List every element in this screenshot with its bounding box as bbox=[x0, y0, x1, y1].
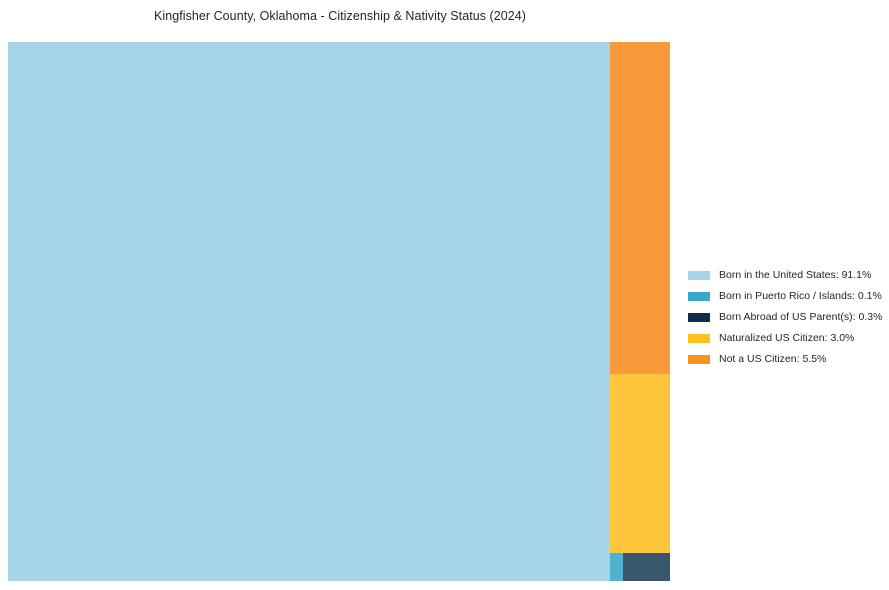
treemap-tile[interactable] bbox=[623, 553, 670, 581]
legend-item-label: Born in Puerto Rico / Islands: 0.1% bbox=[719, 290, 882, 303]
treemap-tile[interactable] bbox=[610, 42, 670, 374]
chart-title: Kingfisher County, Oklahoma - Citizenshi… bbox=[154, 9, 526, 23]
legend-item[interactable]: Born in the United States: 91.1% bbox=[688, 265, 883, 286]
legend-color-swatch bbox=[688, 271, 710, 280]
legend-item[interactable]: Naturalized US Citizen: 3.0% bbox=[688, 328, 883, 349]
chart-legend: Born in the United States: 91.1% Born in … bbox=[688, 265, 883, 370]
legend-color-swatch bbox=[688, 355, 710, 364]
legend-color-swatch bbox=[688, 313, 710, 322]
treemap-tile[interactable] bbox=[610, 374, 670, 553]
legend-color-swatch bbox=[688, 292, 710, 301]
legend-color-swatch bbox=[688, 334, 710, 343]
legend-item-label: Naturalized US Citizen: 3.0% bbox=[719, 332, 855, 345]
treemap-tile[interactable] bbox=[610, 553, 623, 581]
legend-item[interactable]: Born Abroad of US Parent(s): 0.3% bbox=[688, 307, 883, 328]
legend-item[interactable]: Not a US Citizen: 5.5% bbox=[688, 349, 883, 370]
treemap-tile[interactable] bbox=[8, 42, 610, 581]
legend-item[interactable]: Born in Puerto Rico / Islands: 0.1% bbox=[688, 286, 883, 307]
legend-item-label: Born Abroad of US Parent(s): 0.3% bbox=[719, 311, 883, 324]
legend-item-label: Born in the United States: 91.1% bbox=[719, 269, 872, 282]
legend-item-label: Not a US Citizen: 5.5% bbox=[719, 353, 827, 366]
treemap-plot-area bbox=[8, 42, 670, 581]
